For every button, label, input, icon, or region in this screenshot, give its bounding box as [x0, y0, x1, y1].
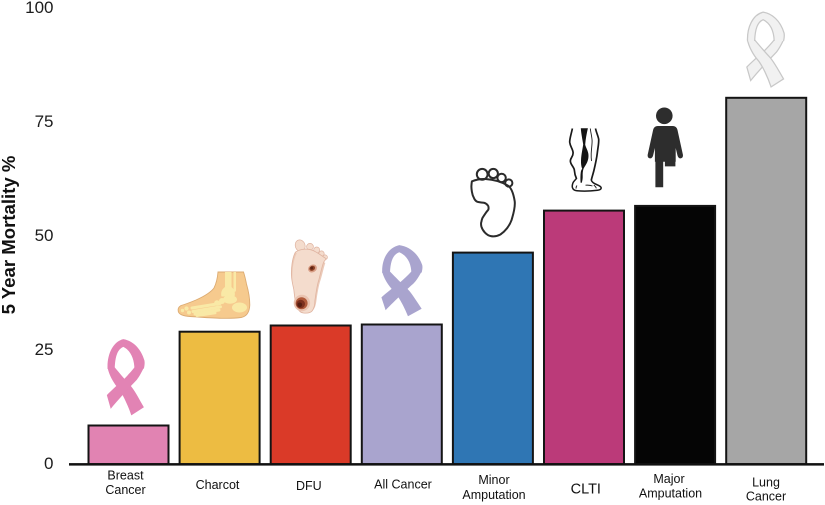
svg-text:DFU: DFU [296, 479, 322, 493]
svg-text:0: 0 [44, 454, 53, 473]
svg-text:All Cancer: All Cancer [374, 478, 432, 492]
svg-text:CLTI: CLTI [571, 482, 601, 498]
svg-text:75: 75 [35, 112, 54, 131]
svg-text:5 Year Mortality %: 5 Year Mortality % [0, 155, 19, 314]
svg-text:Minor: Minor [478, 473, 509, 487]
svg-text:Amputation: Amputation [639, 487, 702, 501]
svg-text:25: 25 [35, 340, 54, 359]
svg-text:Major: Major [653, 472, 684, 486]
svg-text:Breast: Breast [107, 469, 144, 483]
svg-text:100: 100 [25, 0, 53, 17]
svg-text:Amputation: Amputation [462, 488, 525, 502]
svg-text:Cancer: Cancer [105, 483, 145, 497]
svg-text:Charcot: Charcot [196, 478, 240, 492]
svg-text:50: 50 [35, 226, 54, 245]
svg-text:Cancer: Cancer [746, 490, 786, 504]
svg-text:Lung: Lung [752, 476, 780, 490]
